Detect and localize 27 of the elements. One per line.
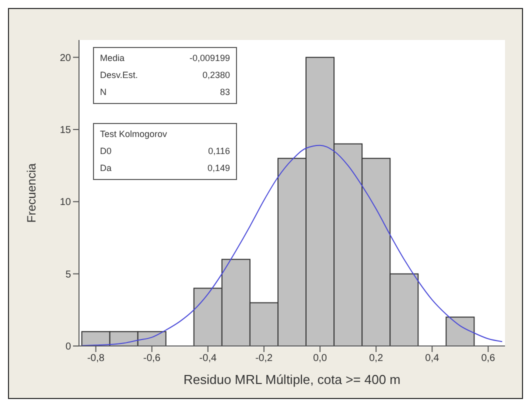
x-tick-label: -0,4 (199, 353, 217, 364)
x-tick-label: 0,0 (313, 353, 328, 364)
annotation: D0 (100, 145, 112, 158)
y-tick-label: 20 (60, 52, 72, 64)
annotation: 0,116 (208, 145, 230, 158)
y-tick-label: 10 (60, 197, 72, 208)
annotation: -0,009199 (189, 52, 230, 65)
x-tick-label: 0,6 (481, 353, 496, 364)
annotation: N (100, 86, 106, 99)
annotation: Media (100, 52, 125, 65)
y-axis-title: Frecuencia (24, 163, 38, 223)
annotation: Da (100, 162, 112, 175)
annotation: 0,149 (207, 162, 230, 175)
line-series (81, 144, 503, 346)
annotation: 0,2380 (202, 69, 230, 82)
annotation: Desv.Est. (100, 69, 138, 82)
x-tick-label: 0,2 (369, 353, 384, 364)
x-axis-title: Residuo MRL Múltiple, cota >= 400 m (183, 372, 401, 387)
y-tick-label: 5 (65, 269, 72, 280)
x-tick-label: -0,6 (143, 353, 161, 364)
x-tick-label: 0,4 (425, 353, 440, 364)
x-tick-label: -0,8 (87, 353, 105, 364)
annotation: 83 (220, 86, 230, 99)
x-tick-label: -0,2 (255, 353, 274, 364)
annotation: Test Kolmogorov (100, 128, 168, 141)
y-tick-label: 0 (65, 342, 72, 353)
y-tick-label: 15 (60, 125, 72, 136)
